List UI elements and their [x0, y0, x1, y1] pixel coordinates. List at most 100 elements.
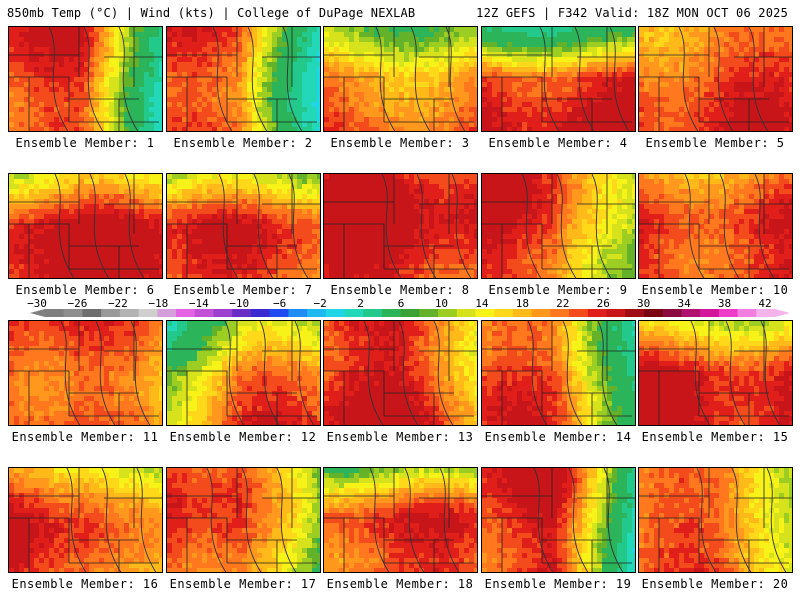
ensemble-member-label: Ensemble Member: 10	[641, 283, 789, 297]
colorbar-segment	[232, 309, 252, 317]
colorbar-tick-label: 34	[677, 297, 691, 310]
ensemble-member-label: Ensemble Member: 4	[488, 136, 628, 150]
colorbar-segment	[157, 309, 177, 317]
state-borders	[324, 174, 477, 278]
colorbar-tick-label: 6	[397, 297, 405, 310]
ensemble-map-panel	[8, 467, 163, 573]
colorbar-tick-label: −10	[229, 297, 250, 310]
state-borders	[9, 468, 162, 572]
colorbar-segment	[213, 309, 233, 317]
state-borders	[639, 27, 792, 131]
height-contours	[521, 174, 612, 278]
temperature-field	[167, 321, 320, 425]
colorbar-segment	[662, 309, 682, 317]
ensemble-member-label: Ensemble Member: 19	[484, 577, 632, 591]
colorbar-tick-label: −2	[313, 297, 327, 310]
colorbar-tick-label: 42	[758, 297, 772, 310]
ensemble-map-panel	[8, 173, 163, 279]
ensemble-member-label: Ensemble Member: 7	[173, 283, 313, 297]
state-borders	[9, 174, 162, 278]
state-borders	[9, 27, 162, 131]
colorbar-tick-label: 2	[357, 297, 364, 310]
height-contours	[218, 174, 309, 278]
ensemble-member-label: Ensemble Member: 1	[15, 136, 155, 150]
ensemble-map-panel	[638, 467, 793, 573]
height-contours	[381, 174, 472, 278]
height-contours	[206, 468, 297, 572]
temperature-field	[9, 321, 162, 425]
colorbar-segment	[250, 309, 271, 317]
temperature-field	[639, 468, 792, 572]
colorbar-segment	[456, 309, 477, 317]
colorbar-segment	[63, 309, 83, 317]
ensemble-member-label: Ensemble Member: 2	[173, 136, 313, 150]
ensemble-map-panel	[481, 26, 636, 132]
colorbar-segment	[718, 309, 739, 317]
colorbar-tick-label: −18	[148, 297, 169, 310]
state-borders	[9, 321, 162, 425]
ensemble-map-panel	[8, 26, 163, 132]
ensemble-map-panel	[481, 173, 636, 279]
colorbar-segment	[494, 309, 514, 317]
colorbar-segment	[756, 309, 776, 317]
colorbar-tick-label: 26	[596, 297, 610, 310]
colorbar-left-arrow	[30, 309, 45, 317]
state-borders	[167, 27, 320, 131]
colorbar-segment	[550, 309, 570, 317]
height-contours	[212, 27, 303, 131]
temperature-field	[324, 174, 477, 278]
map-title: 850mb Temp (°C) | Wind (kts) | College o…	[7, 6, 416, 20]
colorbar-segment	[119, 309, 140, 317]
ensemble-member-label: Ensemble Member: 16	[11, 577, 159, 591]
height-contours	[224, 321, 315, 425]
colorbar-segment	[512, 309, 533, 317]
colorbar-tick-label: 38	[717, 297, 732, 310]
ensemble-member-label: Ensemble Member: 14	[484, 430, 632, 444]
ensemble-map-panel	[638, 173, 793, 279]
temperature-field	[482, 321, 635, 425]
colorbar-segment	[288, 309, 308, 317]
height-contours	[66, 468, 157, 572]
colorbar-segment	[681, 309, 701, 317]
state-borders	[639, 321, 792, 425]
colorbar-segment	[438, 309, 458, 317]
height-contours	[678, 27, 769, 131]
state-borders	[482, 174, 635, 278]
colorbar-segment	[325, 309, 345, 317]
temperature-field	[9, 27, 162, 131]
colorbar-segment	[381, 309, 402, 317]
state-borders	[639, 174, 792, 278]
ensemble-member-label: Ensemble Member: 13	[326, 430, 474, 444]
temperature-field	[167, 174, 320, 278]
temperature-field	[639, 27, 792, 131]
ensemble-member-label: Ensemble Member: 9	[488, 283, 628, 297]
colorbar-segment	[194, 309, 214, 317]
ensemble-member-label: Ensemble Member: 8	[330, 283, 470, 297]
state-borders	[482, 321, 635, 425]
colorbar-segment	[606, 309, 626, 317]
colorbar-right-arrow	[775, 309, 790, 317]
ensemble-member-label: Ensemble Member: 20	[641, 577, 789, 591]
state-borders	[324, 321, 477, 425]
colorbar-segment	[587, 309, 608, 317]
state-borders	[167, 321, 320, 425]
colorbar-segment	[363, 309, 383, 317]
colorbar-segment	[138, 309, 158, 317]
colorbar-tick-label: 18	[515, 297, 529, 310]
colorbar-segment	[419, 309, 439, 317]
ensemble-map-panel	[481, 467, 636, 573]
temperature-field	[324, 468, 477, 572]
temperature-field	[482, 27, 635, 131]
colorbar-tick-label: −14	[188, 297, 209, 310]
height-contours	[539, 27, 630, 131]
ensemble-member-label: Ensemble Member: 15	[641, 430, 789, 444]
ensemble-map-panel	[481, 320, 636, 426]
ensemble-map-panel	[323, 26, 478, 132]
ensemble-member-label: Ensemble Member: 12	[169, 430, 317, 444]
temperature-field	[482, 468, 635, 572]
ensemble-map-panel	[166, 320, 321, 426]
ensemble-member-label: Ensemble Member: 6	[15, 283, 155, 297]
colorbar-segment	[400, 309, 420, 317]
height-contours	[684, 174, 775, 278]
height-contours	[696, 468, 787, 572]
